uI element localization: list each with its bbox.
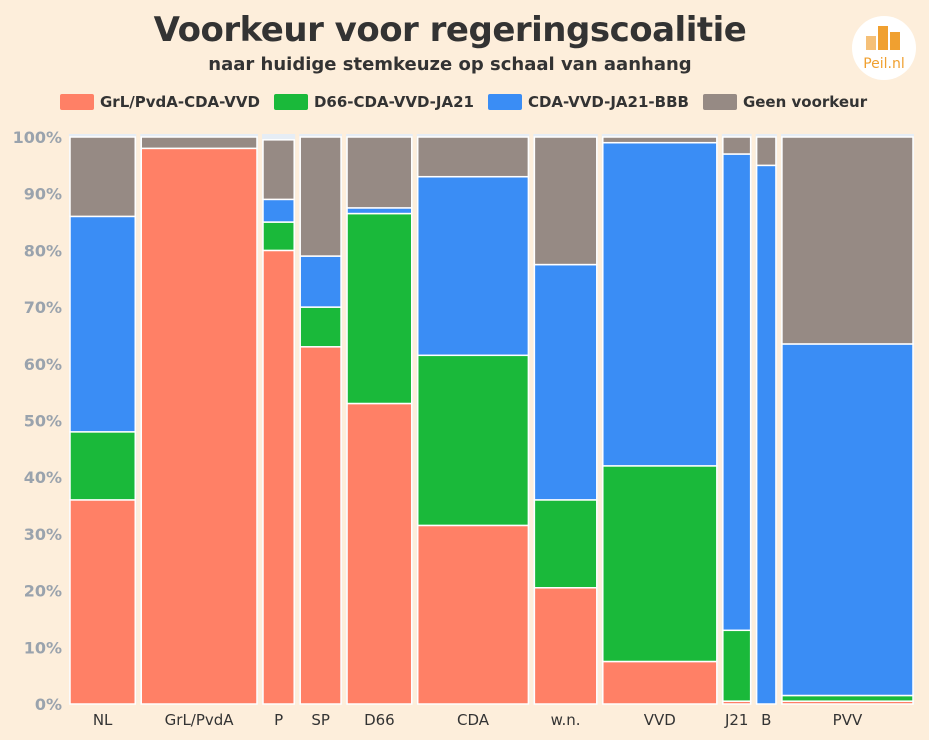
x-tick-label: PVV [833,711,863,729]
bar-segment [262,198,295,223]
bar-segment [299,306,342,348]
bar-segment [262,221,295,252]
bar-segment [602,136,718,144]
y-tick-label: 30% [24,525,62,544]
x-tick-label: D66 [364,711,395,729]
chart-title: Voorkeur voor regeringscoalitie [153,10,747,50]
legend-swatch [487,94,522,110]
legend-item: Geen voorkeur [702,93,868,111]
y-tick-label: 100% [13,128,62,147]
bar-segment [602,660,718,705]
mosaic-chart: 0% 10% 20% 30% 40% 50% 60% 70% 80% 90% 100% NL GrL/P… [13,128,914,729]
legend-label: Geen voorkeur [742,93,868,111]
legend-swatch [273,94,308,110]
chart-subtitle: naar huidige stemkeuze op schaal van aan… [208,54,692,75]
x-tick-label: P [274,711,283,729]
legend-swatch [702,94,737,110]
x-tick-label: B [761,711,771,729]
y-tick-label: 0% [35,695,62,714]
x-tick-label: NL [93,711,113,729]
bar-segment [262,249,295,705]
legend-label: D66-CDA-VVD-JA21 [313,93,474,111]
bar-segment [781,694,914,702]
x-tick-label: CDA [457,711,490,729]
bar-segment [722,136,752,155]
bar-segment [755,136,777,167]
bar-segment [416,524,530,705]
bar-segment [533,587,598,705]
bar-logo-icon [866,26,900,50]
bar-segment [722,629,752,702]
legend-item: CDA-VVD-JA21-BBB [487,93,689,111]
bar-segment [346,207,413,215]
y-tick-label: 40% [24,468,62,487]
x-tick-label: w.n. [551,711,581,729]
x-tick-label: SP [311,711,330,729]
bar-segment [299,255,342,308]
bar-segment [722,153,752,632]
y-tick-label: 80% [24,241,62,260]
bar-segment [299,346,342,705]
y-tick-label: 10% [24,638,62,657]
bar-segment [533,136,598,266]
legend-item: D66-CDA-VVD-JA21 [273,93,474,111]
legend-label: GrL/PvdA-CDA-VVD [100,93,260,111]
x-tick-label: GrL/PvdA [165,711,235,729]
peil-logo: Peil.nl [852,16,916,80]
x-tick-label: VVD [644,711,676,729]
logo-text: Peil.nl [863,56,905,72]
bar-segment [69,215,136,433]
bar-segment [533,499,598,589]
chart-legend: GrL/PvdA-CDA-VVD D66-CDA-VVD-JA21 CDA-VV… [60,92,867,112]
bar-segment [262,139,295,201]
y-tick-label: 90% [24,185,62,204]
bar-segment [533,263,598,501]
bar-segment [416,354,530,527]
bar-segment [69,431,136,501]
bar-segment [140,136,258,150]
bar-segment [346,402,413,705]
y-tick-label: 70% [24,298,62,317]
bar-segment [602,465,718,663]
bar-segment [781,136,914,345]
legend-swatch [60,94,94,110]
bar-segment [781,343,914,697]
bar-segment [140,147,258,705]
legend-item: GrL/PvdA-CDA-VVD [60,93,260,111]
y-tick-label: 20% [24,582,62,601]
y-tick-label: 50% [24,412,62,431]
legend-label: CDA-VVD-JA21-BBB [527,93,689,111]
bar-segment [602,141,718,467]
bar-segment [69,136,136,218]
bar-segment [755,164,777,705]
bar-segment [69,499,136,705]
y-tick-label: 60% [24,355,62,374]
bar-segment [346,212,413,405]
bar-segment [299,136,342,257]
bar-segment [346,136,413,209]
bar-segment [416,136,530,178]
bar-segment [416,175,530,357]
x-tick-label: J21 [724,711,749,729]
